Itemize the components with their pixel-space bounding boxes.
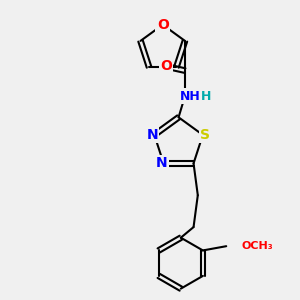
Text: N: N [146, 128, 158, 142]
Text: NH: NH [180, 90, 200, 103]
Text: OCH₃: OCH₃ [241, 241, 273, 251]
Text: H: H [201, 90, 211, 103]
Text: N: N [156, 156, 167, 170]
Text: O: O [160, 59, 172, 74]
Text: S: S [200, 128, 210, 142]
Text: O: O [157, 18, 169, 32]
